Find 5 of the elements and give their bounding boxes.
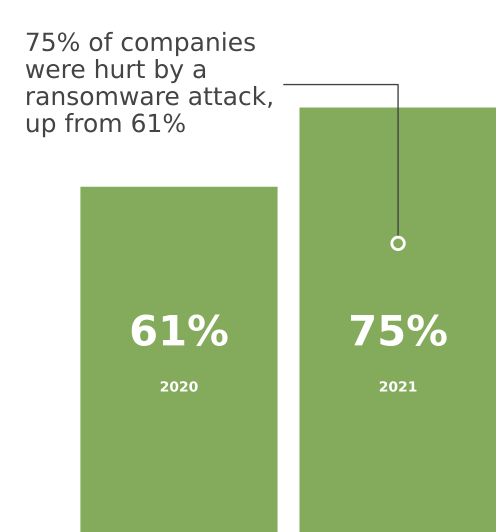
data-label: 75% [350, 314, 447, 346]
x-tick-label: 2021 [380, 381, 416, 392]
annotation: 75% of companies were hurt by a ransomware attack, up from 61% [26, 32, 272, 138]
x-tick-label: 2020 [160, 381, 198, 392]
data-label: 61% [132, 314, 228, 346]
